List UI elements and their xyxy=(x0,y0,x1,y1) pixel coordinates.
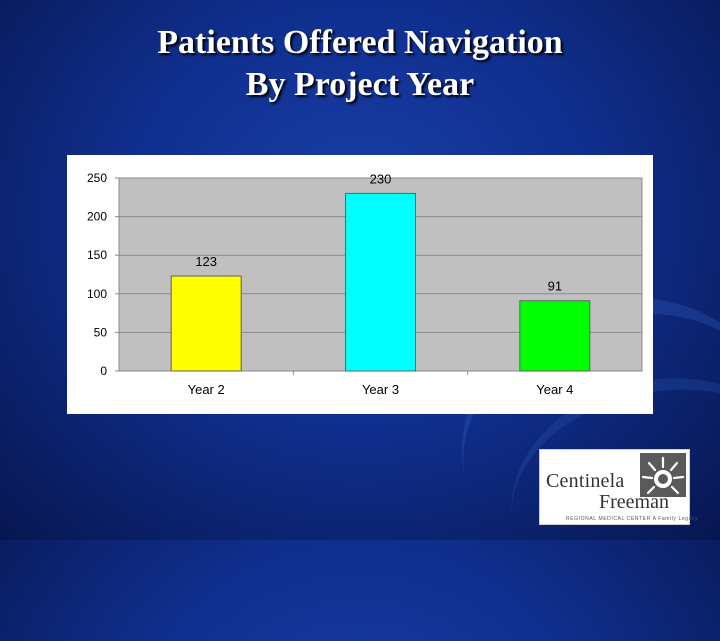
bar-year-3 xyxy=(345,192,416,372)
x-tick-label: Year 4 xyxy=(536,382,573,397)
logo-name-line-2: Freeman xyxy=(599,491,669,513)
slide-title-line-2: By Project Year xyxy=(245,66,475,103)
chart-panel: 0 50 100 150 200 250 123 Year 2 230 Year 3 91 Year … xyxy=(67,155,653,414)
y-tick-label: 200 xyxy=(87,210,107,224)
sunburst-logo-icon xyxy=(640,453,686,497)
slide-title-line-1: Patients Offered Navigation xyxy=(157,24,563,61)
x-tick-label: Year 3 xyxy=(362,382,399,397)
data-label: 91 xyxy=(548,279,562,294)
y-tick-label: 150 xyxy=(87,248,107,262)
bar-year-2 xyxy=(170,275,242,372)
x-tick-label: Year 2 xyxy=(188,382,225,397)
logo-name-line-1: Centinela xyxy=(546,470,625,492)
bar-chart: 0 50 100 150 200 250 123 Year 2 230 Year 3 91 Year … xyxy=(87,171,643,397)
slide-title: Patients Offered Navigation By Project Y… xyxy=(0,22,720,106)
logo-tagline: A Family Legacy xyxy=(652,516,699,522)
data-label: 230 xyxy=(370,171,392,186)
centinela-freeman-logo: Centinela Freeman REGIONAL MEDICAL CENTE… xyxy=(539,449,698,525)
data-label: 123 xyxy=(195,254,217,269)
logo-subtitle: REGIONAL MEDICAL CENTER A Family Legacy xyxy=(566,516,698,522)
y-tick-label: 250 xyxy=(87,171,107,185)
bar-year-4 xyxy=(519,300,591,372)
y-tick-label: 50 xyxy=(94,325,108,339)
y-tick-label: 0 xyxy=(100,364,107,378)
y-tick-label: 100 xyxy=(87,287,107,301)
logo-subtitle-text: REGIONAL MEDICAL CENTER xyxy=(566,516,651,522)
